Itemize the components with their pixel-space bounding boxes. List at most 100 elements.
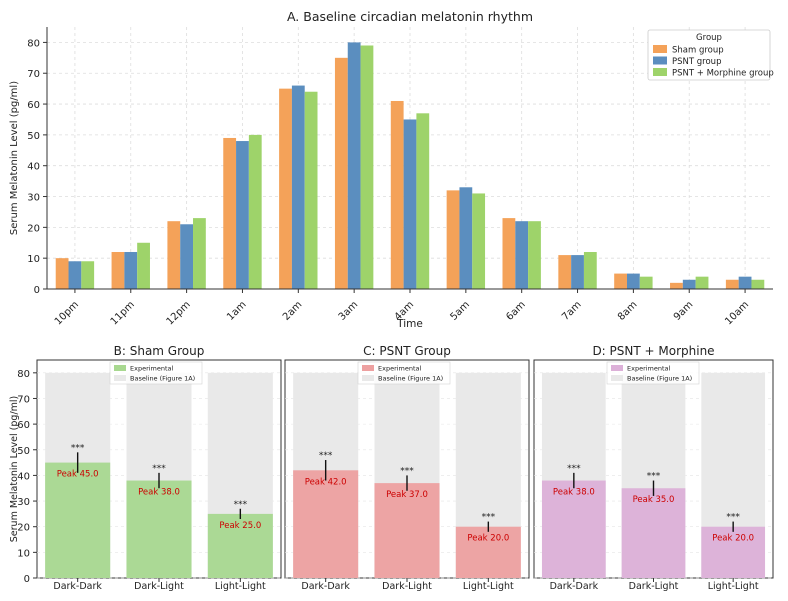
bar-psnt [68, 261, 82, 289]
y-tick-label: 20 [27, 223, 40, 234]
y-tick-label: 30 [27, 193, 40, 204]
y-tick-label: 80 [27, 38, 40, 49]
legend-entry: Experimental [130, 365, 174, 373]
bar-psnt [236, 141, 249, 289]
y-axis-label: Serum Melatonin Level (pg/ml) [9, 81, 20, 235]
y-tick-label: 10 [17, 548, 30, 559]
y-tick-label: 50 [27, 131, 40, 142]
bar-psnt [347, 42, 361, 289]
panel-title: C: PSNT Group [363, 344, 451, 358]
peak-label: Peak 38.0 [138, 488, 180, 498]
experimental-bar [455, 526, 521, 578]
x-tick-label: Dark-Dark [53, 581, 102, 592]
bar-sham [614, 273, 627, 289]
legend-swatch [653, 56, 667, 65]
significance-marker: *** [234, 500, 248, 510]
bar-psnt-morphine [472, 193, 486, 289]
x-tick-label: 1am [225, 299, 249, 323]
experimental-bar [293, 470, 359, 578]
panel-c: *** Peak 42.0 Dark-Dark *** Peak 37.0 Dark-Li… [284, 344, 530, 592]
bar-psnt-morphine [248, 134, 262, 289]
legend-swatch [611, 365, 623, 371]
legend-entry: Baseline (Figure 1A) [378, 375, 443, 383]
y-tick-label: 40 [17, 471, 30, 482]
legend-entry: PSNT + Morphine group [672, 69, 774, 79]
panel-b: 0 10 20 30 40 50 60 70 80 *** Peak 45.0 Dark-Dark **… [17, 344, 282, 592]
bar-sham [390, 100, 404, 289]
bar-sham [446, 190, 460, 289]
bar-psnt-morphine [751, 279, 765, 289]
bar-sham [502, 218, 516, 289]
legend-box [647, 29, 771, 81]
y-tick-label: 60 [17, 420, 30, 431]
legend-box [109, 361, 203, 385]
x-tick-label: 6am [504, 299, 528, 323]
legend-swatch [611, 375, 623, 381]
significance-marker: *** [647, 472, 661, 482]
bar-sham [558, 255, 572, 289]
bar-psnt [180, 224, 194, 289]
significance-marker: *** [400, 466, 414, 476]
legend: Experimental Baseline (Figure 1A) [606, 361, 700, 385]
x-tick-label: 9am [672, 299, 696, 323]
bar-psnt [124, 252, 138, 289]
legend: Experimental Baseline (Figure 1A) [357, 361, 451, 385]
legend-entry: Baseline (Figure 1A) [130, 375, 195, 383]
significance-marker: *** [482, 513, 496, 523]
bar-psnt [626, 273, 640, 289]
x-tick-label: 8am [616, 299, 640, 323]
bar-psnt [459, 187, 473, 289]
experimental-bar [701, 526, 766, 578]
y-tick-label: 70 [27, 69, 40, 80]
peak-label: Peak 35.0 [633, 495, 675, 505]
peak-label: Peak 42.0 [305, 477, 347, 487]
panel-title: B: Sham Group [114, 344, 205, 358]
bar-psnt-morphine [416, 113, 430, 290]
y-tick-label: 60 [27, 100, 40, 111]
bar-sham [725, 279, 739, 289]
peak-label: Peak 45.0 [57, 470, 99, 480]
x-tick-label: 12pm [165, 299, 193, 327]
x-tick-label: Dark-Light [629, 581, 679, 592]
y-tick-label: 0 [34, 285, 40, 296]
bar-psnt-morphine [583, 252, 597, 289]
bar-psnt-morphine [193, 218, 206, 289]
y-tick-label: 20 [17, 523, 30, 534]
legend-title: Group [696, 33, 722, 43]
peak-label: Peak 20.0 [712, 534, 754, 544]
lower-y-axis-label: Serum Melatonin Level (pg/ml) [9, 396, 20, 542]
peak-label: Peak 37.0 [386, 490, 428, 500]
panel-d: *** Peak 38.0 Dark-Dark *** Peak 35.0 Dark-Li… [533, 344, 774, 592]
significance-marker: *** [726, 513, 740, 523]
x-tick-label: Dark-Dark [301, 581, 350, 592]
x-tick-label: Dark-Light [134, 581, 184, 592]
bar-psnt [682, 279, 696, 289]
bar-sham [279, 88, 292, 289]
bar-sham [111, 252, 125, 289]
bar-psnt [738, 276, 752, 289]
significance-marker: *** [152, 464, 166, 474]
legend-swatch [114, 375, 126, 381]
peak-label: Peak 38.0 [553, 488, 595, 498]
x-tick-label: 10pm [53, 299, 81, 327]
y-tick-label: 50 [17, 446, 30, 457]
bar-sham [334, 57, 348, 289]
experimental-bar [541, 480, 606, 578]
x-tick-label: 11pm [109, 299, 137, 327]
x-tick-label: 10am [723, 299, 751, 327]
legend: Experimental Baseline (Figure 1A) [109, 361, 203, 385]
legend-swatch [653, 68, 667, 76]
x-tick-label: Light-Light [708, 581, 759, 592]
x-tick-label: Dark-Dark [550, 581, 599, 592]
experimental-bar [207, 513, 273, 578]
y-tick-label: 70 [17, 394, 30, 405]
y-tick-label: 80 [17, 369, 30, 380]
bar-sham [55, 258, 69, 289]
legend-entry: Experimental [627, 365, 671, 373]
x-tick-label: Light-Light [215, 581, 266, 592]
legend-swatch [653, 45, 667, 53]
peak-label: Peak 20.0 [467, 534, 509, 544]
bar-sham [223, 137, 237, 289]
